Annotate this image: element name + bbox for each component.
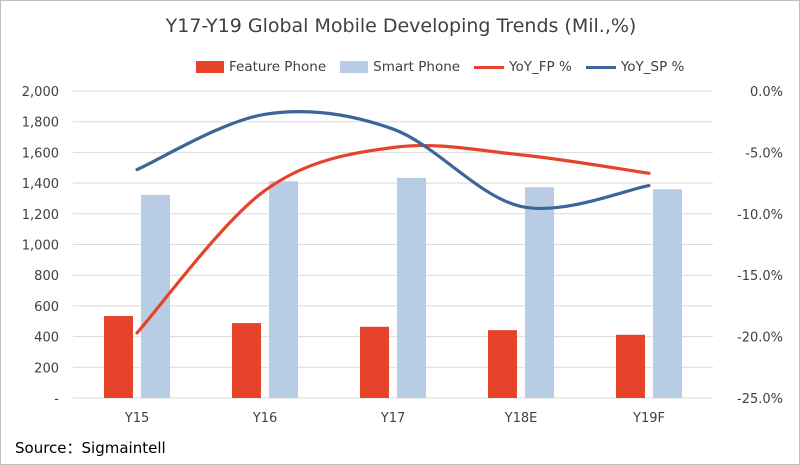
- left-tick-label: 800: [34, 269, 59, 284]
- legend-label: YoY_FP %: [509, 59, 572, 75]
- bar-feature-phone: [232, 323, 261, 398]
- legend-swatch: [474, 65, 505, 69]
- left-tick-label: 1,400: [22, 177, 59, 192]
- legend-item-feature-phone: Feature Phone: [196, 59, 326, 75]
- legend-item-yoy-sp: YoY_SP %: [585, 59, 685, 75]
- source-note: Source：Sigmaintell: [15, 439, 166, 457]
- legend-label: YoY_SP %: [620, 59, 685, 75]
- left-tick-label: 1,200: [22, 208, 59, 223]
- bar-smart-phone: [653, 189, 682, 398]
- right-tick-label: -15.0%: [737, 269, 783, 284]
- right-tick-label: -20.0%: [737, 331, 783, 346]
- left-tick-label: -: [54, 392, 59, 407]
- x-tick-label: Y16: [252, 411, 277, 426]
- legend: Feature Phone Smart Phone YoY_FP % YoY_S…: [196, 59, 684, 75]
- bar-feature-phone: [616, 334, 645, 398]
- x-tick-label: Y18E: [504, 411, 538, 426]
- right-tick-label: 0.0%: [750, 85, 783, 100]
- legend-label: Smart Phone: [373, 59, 461, 75]
- bar-feature-phone: [104, 316, 133, 398]
- legend-swatch: [340, 61, 369, 73]
- legend-item-yoy-fp: YoY_FP %: [474, 59, 572, 75]
- x-tick-label: Y15: [124, 411, 149, 426]
- bar-feature-phone: [360, 326, 389, 398]
- chart-title: Y17-Y19 Global Mobile Developing Trends …: [165, 15, 637, 37]
- left-tick-label: 200: [34, 361, 59, 376]
- right-tick-label: -5.0%: [745, 146, 783, 161]
- left-tick-label: 400: [34, 331, 59, 346]
- right-tick-label: -25.0%: [737, 392, 783, 407]
- line-yoy-sp-: [135, 110, 651, 210]
- x-tick-label: Y17: [380, 411, 405, 426]
- bar-feature-phone: [488, 330, 517, 398]
- left-tick-label: 1,000: [22, 239, 59, 254]
- legend-swatch: [196, 61, 224, 73]
- legend-label: Feature Phone: [229, 59, 327, 75]
- left-tick-label: 1,600: [22, 146, 59, 161]
- left-tick-label: 600: [34, 300, 59, 315]
- bar-smart-phone: [269, 181, 298, 398]
- left-tick-label: 1,800: [22, 116, 59, 131]
- bar-smart-phone: [525, 187, 554, 398]
- x-tick-label: Y19F: [632, 411, 665, 426]
- right-tick-label: -10.0%: [737, 208, 783, 223]
- legend-item-smart-phone: Smart Phone: [340, 59, 460, 75]
- line-yoy-fp-: [135, 143, 651, 335]
- bar-smart-phone: [397, 177, 426, 398]
- legend-swatch: [585, 65, 616, 69]
- left-tick-label: 2,000: [22, 85, 59, 100]
